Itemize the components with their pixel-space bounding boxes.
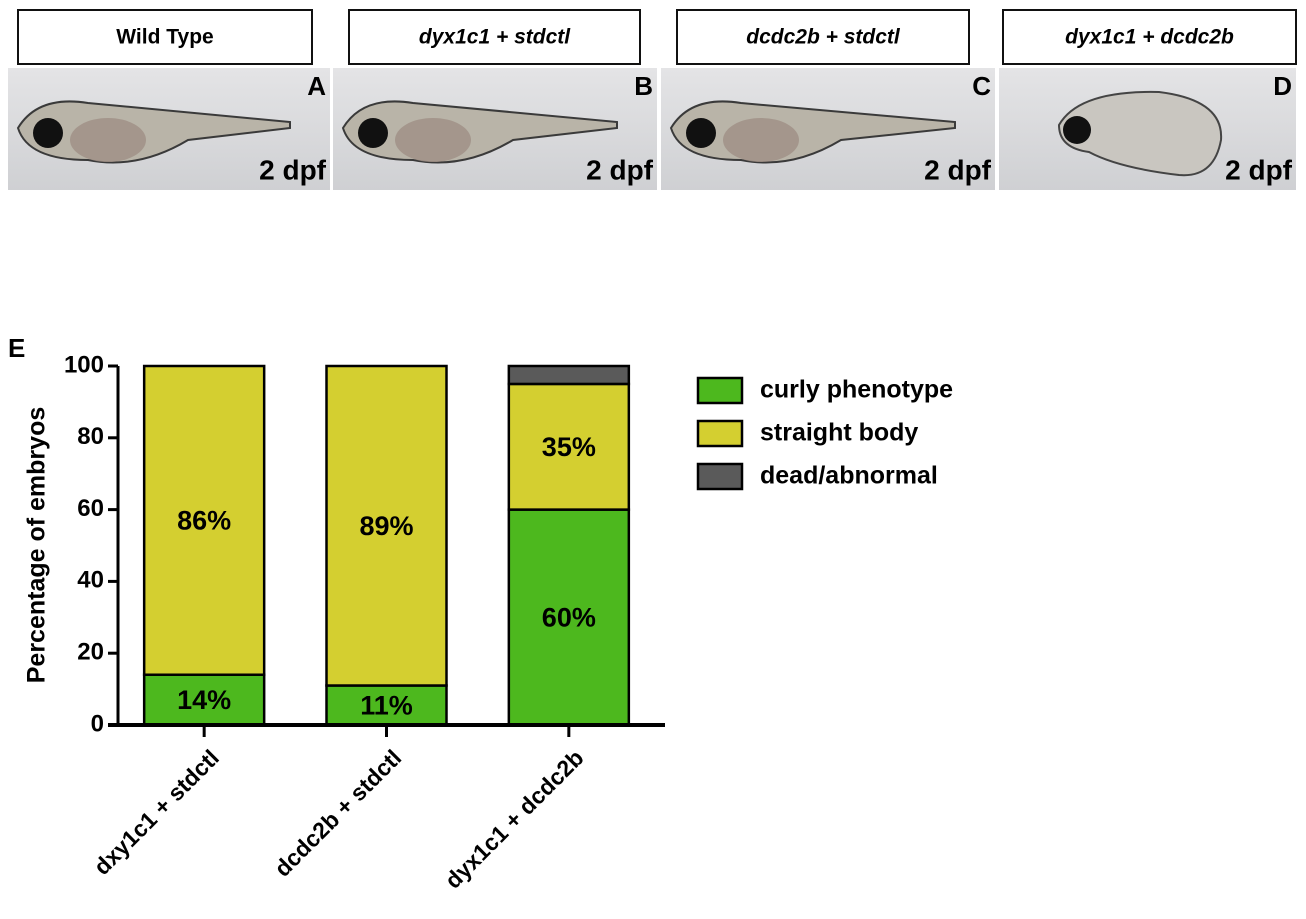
- stage-label: 2 dpf: [259, 154, 327, 185]
- x-tick-label: dcdc2b + stdctl: [269, 744, 406, 881]
- eye: [686, 118, 716, 148]
- panel-letter: C: [972, 71, 991, 101]
- value-label: 35%: [542, 432, 596, 462]
- legend-swatch: [698, 421, 742, 446]
- bar-segment: [509, 366, 629, 384]
- y-tick-label: 40: [77, 567, 104, 594]
- legend-swatch: [698, 378, 742, 403]
- panel-title: dyx1c1 + dcdc2b: [1065, 26, 1234, 49]
- x-tick-label: dyx1c1 + dcdc2b: [440, 744, 589, 893]
- eye: [33, 118, 63, 148]
- panel-letter: A: [307, 71, 326, 101]
- value-label: 14%: [177, 685, 231, 715]
- value-label: 60%: [542, 602, 596, 632]
- legend-label: straight body: [760, 419, 918, 447]
- panel-letter: B: [634, 71, 653, 101]
- panel-title: dyx1c1 + stdctl: [419, 26, 571, 49]
- panel-letter: D: [1273, 71, 1292, 101]
- legend-swatch: [698, 464, 742, 489]
- value-label: 11%: [360, 690, 413, 720]
- panel-title: dcdc2b + stdctl: [746, 26, 901, 49]
- y-tick-label: 60: [77, 495, 104, 522]
- eye: [1063, 116, 1091, 144]
- value-label: 89%: [359, 511, 413, 541]
- panel-title: Wild Type: [116, 26, 213, 49]
- legend-label: dead/abnormal: [760, 462, 938, 490]
- figure: Wild Type A 2 dpf dyx1c1 + stdctl B 2 dpf dcdc…: [0, 0, 1306, 914]
- eye: [358, 118, 388, 148]
- value-label: 86%: [177, 505, 231, 535]
- stage-label: 2 dpf: [586, 154, 654, 185]
- stage-label: 2 dpf: [1225, 154, 1293, 185]
- y-axis-label: Percentage of embryos: [23, 407, 51, 684]
- yolk: [723, 118, 799, 162]
- y-tick-label: 20: [77, 639, 104, 666]
- stage-label: 2 dpf: [924, 154, 992, 185]
- yolk: [70, 118, 146, 162]
- y-tick-label: 100: [64, 351, 104, 378]
- y-tick-label: 80: [77, 423, 104, 450]
- legend-label: curly phenotype: [760, 376, 953, 404]
- yolk: [395, 118, 471, 162]
- y-tick-label: 0: [91, 710, 104, 737]
- panel-letter: E: [8, 333, 25, 363]
- x-tick-label: dxy1c1 + stdctl: [89, 744, 224, 879]
